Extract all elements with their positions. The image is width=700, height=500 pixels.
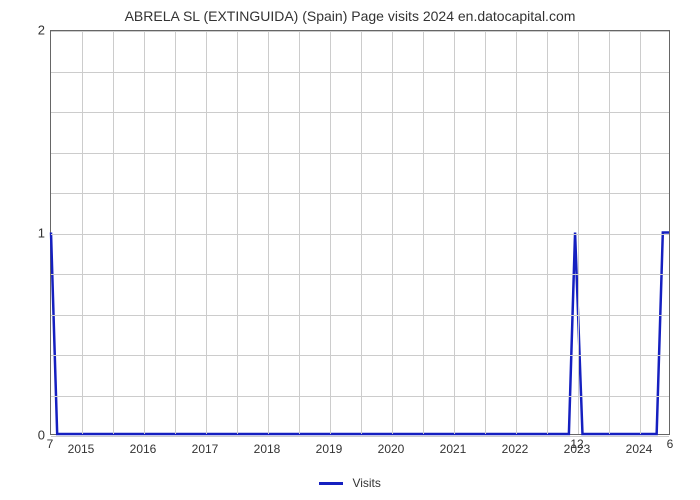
gridline-v-minor <box>361 31 362 434</box>
gridline-v <box>268 31 269 434</box>
gridline-v <box>330 31 331 434</box>
xtick-label: 2024 <box>626 442 653 456</box>
data-label: 6 <box>667 437 674 451</box>
gridline-v-minor <box>237 31 238 434</box>
xtick-label: 2015 <box>68 442 95 456</box>
xtick-label: 2016 <box>130 442 157 456</box>
data-label: 7 <box>47 437 54 451</box>
ytick-label: 0 <box>15 428 45 443</box>
gridline-v-minor <box>113 31 114 434</box>
legend: Visits <box>0 475 700 490</box>
legend-label: Visits <box>352 476 380 490</box>
gridline-v-minor <box>299 31 300 434</box>
gridline-v-minor <box>609 31 610 434</box>
gridline-v <box>144 31 145 434</box>
xtick-label: 2020 <box>378 442 405 456</box>
ytick-label: 1 <box>15 225 45 240</box>
xtick-label: 2021 <box>440 442 467 456</box>
gridline-v <box>516 31 517 434</box>
chart-title: ABRELA SL (EXTINGUIDA) (Spain) Page visi… <box>0 8 700 24</box>
xtick-label: 2017 <box>192 442 219 456</box>
gridline-v <box>578 31 579 434</box>
gridline-v-minor <box>547 31 548 434</box>
xtick-label: 2018 <box>254 442 281 456</box>
gridline-v-minor <box>423 31 424 434</box>
visits-chart: ABRELA SL (EXTINGUIDA) (Spain) Page visi… <box>0 0 700 500</box>
xtick-label: 2019 <box>316 442 343 456</box>
gridline-v-minor <box>175 31 176 434</box>
gridline-v <box>640 31 641 434</box>
data-label: 12 <box>570 437 583 451</box>
xtick-label: 2022 <box>502 442 529 456</box>
gridline-v <box>206 31 207 434</box>
plot-area <box>50 30 670 435</box>
ytick-label: 2 <box>15 23 45 38</box>
gridline-v <box>392 31 393 434</box>
gridline-v-minor <box>485 31 486 434</box>
gridline-v <box>454 31 455 434</box>
legend-swatch <box>319 482 343 485</box>
gridline-v <box>82 31 83 434</box>
